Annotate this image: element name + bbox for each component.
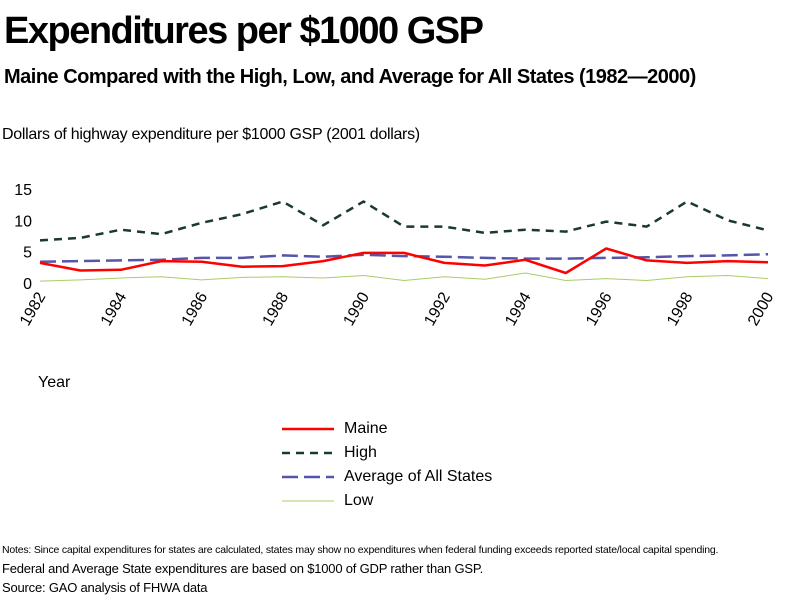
x-tick-label: 1982 <box>17 289 50 328</box>
legend-label-maine: Maine <box>344 420 388 437</box>
series-line-average-of-all-states <box>39 252 769 263</box>
y-tick-label: 5 <box>23 245 32 262</box>
y-tick-label: 0 <box>23 276 32 293</box>
legend-swatch-maine <box>282 427 334 431</box>
x-tick-label: 1990 <box>341 289 374 328</box>
legend-label-low: Low <box>344 492 374 509</box>
x-tick-label: 1986 <box>179 289 212 328</box>
legend-swatch-high <box>282 451 334 455</box>
legend-swatch-average <box>282 475 334 479</box>
y-axis-label: Dollars of highway expenditure per $1000… <box>2 126 420 143</box>
series-line-low <box>39 272 769 282</box>
x-tick-label: 1998 <box>664 289 697 328</box>
y-tick-label: 15 <box>14 182 32 199</box>
legend-label-high: High <box>344 444 377 461</box>
x-tick-label: 1996 <box>583 289 616 328</box>
source-note: Source: GAO analysis of FHWA data <box>2 580 208 595</box>
x-tick-label: 1988 <box>260 289 293 328</box>
x-tick-label: 2000 <box>745 289 778 328</box>
chart-title: Expenditures per $1000 GSP <box>4 10 484 52</box>
x-tick-label: 1994 <box>502 289 535 328</box>
legend-swatch-low <box>282 500 334 502</box>
line-chart: 0 5 10 15 1982 1984 1986 1988 1990 1992 1994 1996 19… <box>14 182 778 329</box>
x-tick-label: 1984 <box>98 289 131 328</box>
note-capital-expenditures: Notes: Since capital expenditures for st… <box>2 544 719 556</box>
series-line-high <box>39 200 769 242</box>
x-axis-label: Year <box>38 374 71 391</box>
legend-label-average: Average of All States <box>344 468 493 485</box>
y-tick-label: 10 <box>14 213 32 230</box>
note-federal-average: Federal and Average State expenditures a… <box>2 561 484 576</box>
chart-subtitle: Maine Compared with the High, Low, and A… <box>4 66 696 88</box>
x-tick-label: 1992 <box>421 289 454 328</box>
series-line-maine <box>39 247 769 275</box>
